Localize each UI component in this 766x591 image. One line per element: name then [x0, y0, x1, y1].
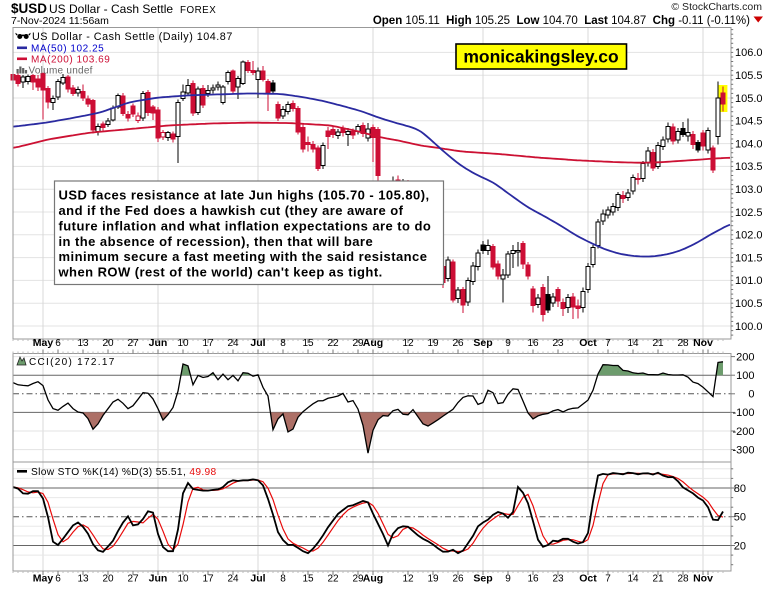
- svg-text:20: 20: [102, 338, 114, 349]
- svg-text:monicakingsley.co: monicakingsley.co: [463, 47, 618, 67]
- svg-text:50: 50: [734, 512, 746, 524]
- svg-text:19: 19: [427, 574, 439, 585]
- svg-text:23: 23: [552, 574, 564, 585]
- svg-text:-300: -300: [732, 444, 754, 456]
- svg-text:29: 29: [352, 574, 364, 585]
- svg-text:Aug: Aug: [363, 337, 383, 349]
- svg-text:19: 19: [427, 338, 439, 349]
- svg-text:28: 28: [677, 574, 689, 585]
- svg-text:7-Nov-2024 11:56am: 7-Nov-2024 11:56am: [11, 15, 109, 27]
- svg-text:12: 12: [402, 338, 414, 349]
- svg-text:102.0: 102.0: [735, 230, 763, 242]
- svg-text:$USD: $USD: [11, 1, 47, 16]
- svg-text:24: 24: [227, 574, 239, 585]
- svg-text:Nov: Nov: [693, 337, 713, 349]
- svg-text:10: 10: [177, 338, 189, 349]
- svg-text:22: 22: [327, 338, 339, 349]
- svg-text:26: 26: [452, 338, 464, 349]
- svg-text:CCI(20) 172.17: CCI(20) 172.17: [29, 357, 116, 368]
- svg-text:6: 6: [55, 338, 61, 349]
- svg-text:20: 20: [734, 540, 746, 552]
- svg-text:9: 9: [505, 338, 511, 349]
- svg-text:12: 12: [402, 574, 414, 585]
- svg-text:105.5: 105.5: [735, 70, 763, 82]
- svg-text:100: 100: [736, 370, 754, 382]
- svg-text:-100: -100: [732, 407, 754, 419]
- svg-text:FOREX: FOREX: [180, 5, 216, 16]
- svg-text:0: 0: [748, 389, 754, 401]
- svg-text:27: 27: [127, 574, 139, 585]
- svg-text:MA(50) 102.25: MA(50) 102.25: [31, 44, 104, 55]
- svg-text:20: 20: [102, 574, 114, 585]
- svg-text:27: 27: [127, 338, 139, 349]
- svg-text:80: 80: [734, 483, 746, 495]
- svg-text:13: 13: [77, 574, 89, 585]
- svg-text:in the absence of recession),: in the absence of recession), then that …: [59, 234, 374, 249]
- svg-text:future inflation and what infl: future inflation and what inflation expe…: [59, 218, 432, 233]
- svg-text:21: 21: [652, 574, 664, 585]
- svg-text:Oct: Oct: [579, 337, 597, 349]
- svg-text:102.5: 102.5: [735, 207, 763, 219]
- svg-text:24: 24: [227, 338, 239, 349]
- svg-text:Jul: Jul: [250, 337, 265, 349]
- svg-text:100.0: 100.0: [735, 321, 763, 333]
- svg-text:Open 105.11 High 105.25 Low: Open 105.11 High 105.25 Low 104.70 Last …: [373, 15, 750, 27]
- svg-text:28: 28: [677, 338, 689, 349]
- svg-text:103.5: 103.5: [735, 161, 763, 173]
- svg-text:© StockCharts.com: © StockCharts.com: [671, 1, 762, 13]
- svg-text:US Dollar - Cash Settle: US Dollar - Cash Settle: [49, 2, 173, 16]
- svg-text:101.0: 101.0: [735, 275, 763, 287]
- svg-text:Jun: Jun: [149, 337, 168, 349]
- svg-text:101.5: 101.5: [735, 252, 763, 264]
- svg-text:10: 10: [177, 574, 189, 585]
- svg-text:14: 14: [627, 574, 639, 585]
- svg-text:16: 16: [527, 574, 539, 585]
- svg-text:15: 15: [302, 574, 314, 585]
- svg-text:7: 7: [605, 338, 611, 349]
- svg-text:7: 7: [605, 574, 611, 585]
- svg-text:200: 200: [736, 351, 754, 363]
- svg-text:minimum secure a fast meeting: minimum secure a fast meeting with the s…: [59, 249, 428, 264]
- svg-text:MA(200) 103.69: MA(200) 103.69: [31, 55, 110, 66]
- svg-text:17: 17: [202, 574, 214, 585]
- svg-text:Sep: Sep: [473, 337, 492, 349]
- svg-text:21: 21: [652, 338, 664, 349]
- svg-text:8: 8: [280, 338, 286, 349]
- svg-text:15: 15: [302, 338, 314, 349]
- svg-text:16: 16: [527, 338, 539, 349]
- svg-text:USD faces resistance at late J: USD faces resistance at late Jun highs (…: [59, 187, 430, 202]
- svg-text:29: 29: [352, 338, 364, 349]
- svg-text:104.0: 104.0: [735, 138, 763, 150]
- svg-text:US Dollar - Cash Settle (Daily: US Dollar - Cash Settle (Daily) 104.87: [32, 31, 233, 43]
- svg-text:23: 23: [552, 338, 564, 349]
- svg-text:106.0: 106.0: [735, 47, 763, 59]
- svg-text:8: 8: [280, 574, 286, 585]
- svg-text:100.5: 100.5: [735, 298, 763, 310]
- svg-text:-200: -200: [732, 426, 754, 438]
- svg-text:and if the Fed does a hawkish: and if the Fed does a hawkish cut (they …: [59, 203, 404, 218]
- svg-text:6: 6: [55, 574, 61, 585]
- svg-text:22: 22: [327, 574, 339, 585]
- svg-text:13: 13: [77, 338, 89, 349]
- svg-text:14: 14: [627, 338, 639, 349]
- svg-text:Volume undef: Volume undef: [29, 66, 93, 77]
- svg-text:when ROW (rest of the world) c: when ROW (rest of the world) can't keep …: [58, 265, 383, 280]
- svg-text:105.0: 105.0: [735, 93, 763, 105]
- svg-text:Slow STO %K(14) %D(3) 55.51, 4: Slow STO %K(14) %D(3) 55.51, 49.98: [31, 467, 217, 478]
- svg-text:26: 26: [452, 574, 464, 585]
- svg-text:9: 9: [505, 574, 511, 585]
- svg-text:104.5: 104.5: [735, 116, 763, 128]
- svg-text:103.0: 103.0: [735, 184, 763, 196]
- svg-text:17: 17: [202, 338, 214, 349]
- svg-text:May: May: [33, 337, 54, 349]
